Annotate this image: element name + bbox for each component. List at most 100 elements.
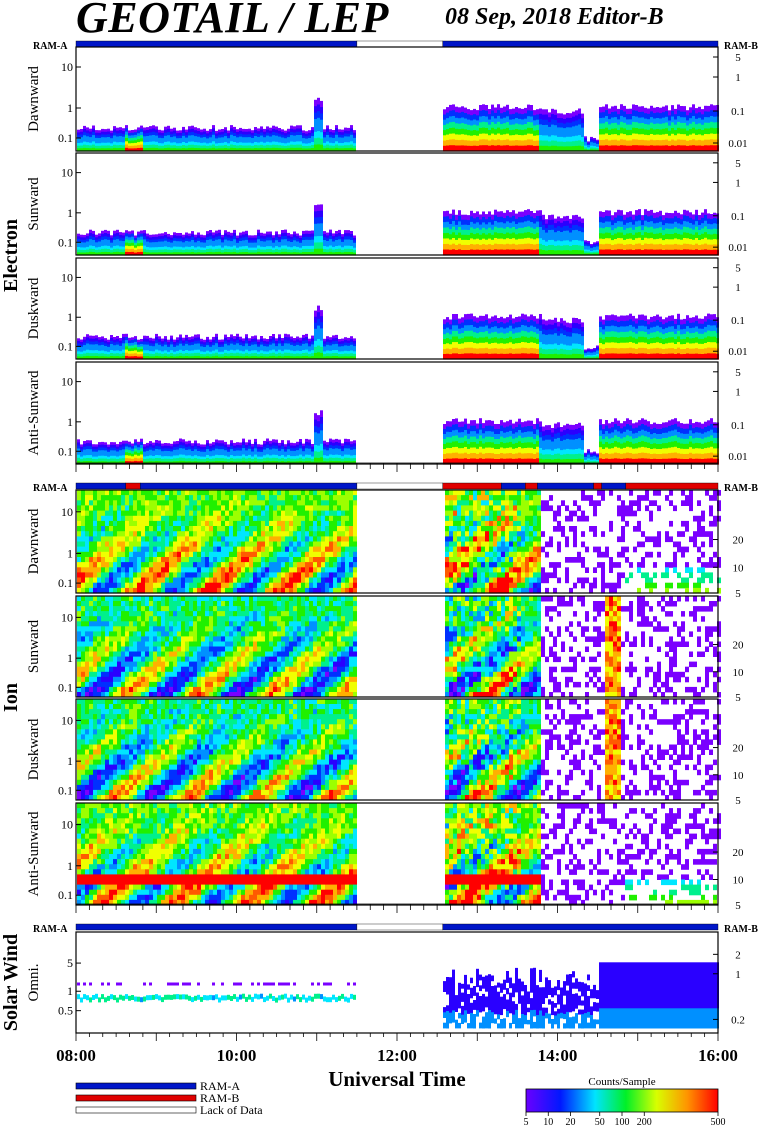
legend-swatch-1 — [75, 1094, 197, 1102]
right-tick-label-electron-anti-sunward-3: 0.01 — [728, 451, 747, 463]
panel-label-electron-sunward: Sunward — [26, 177, 42, 231]
colorbar-label: Counts/Sample — [588, 1076, 655, 1088]
panel-frame-electron-sunward — [75, 152, 719, 256]
panel-label-solar-wind-omni-: Omni. — [26, 964, 42, 1002]
mode-segment-electron-1 — [356, 40, 443, 48]
right-tick-label-solar-wind-omni--2: 0.2 — [731, 1014, 745, 1026]
right-tick-label-ion-anti-sunward-2: 5 — [735, 900, 741, 912]
group-label-solar-wind: Solar Wind — [0, 934, 22, 1031]
mode-label-right-solar-wind: RAM-B — [724, 924, 758, 935]
left-tick-label-solar-wind-omni--2: 0.5 — [58, 1004, 73, 1018]
right-tick-label-electron-duskward-1: 1 — [735, 282, 741, 294]
right-tick-label-electron-sunward-1: 1 — [735, 177, 741, 189]
left-tick-label-electron-dawnward-0: 10 — [61, 60, 73, 74]
legend-swatch-0 — [75, 1082, 197, 1090]
left-tick-label-ion-duskward-2: 0.1 — [58, 783, 73, 797]
mode-label-right-electron: RAM-B — [724, 41, 758, 52]
left-tick-label-ion-dawnward-0: 10 — [61, 505, 73, 519]
right-tick-label-electron-dawnward-0: 5 — [735, 52, 741, 64]
x-tick-label-0: 08:00 — [56, 1046, 96, 1065]
colorbar-tick-label-5: 200 — [637, 1117, 652, 1128]
right-tick-label-electron-duskward-2: 0.1 — [731, 315, 745, 327]
right-tick-label-solar-wind-omni--0: 2 — [735, 949, 741, 961]
x-tick-label-4: 16:00 — [698, 1046, 738, 1065]
colorbar-tick-label-3: 50 — [595, 1117, 605, 1128]
right-tick-label-ion-sunward-0: 20 — [733, 640, 745, 652]
left-tick-label-electron-dawnward-2: 0.1 — [58, 131, 73, 145]
mode-segment-ion-4 — [442, 482, 502, 490]
mode-segment-ion-8 — [593, 482, 602, 490]
chart-title: GEOTAIL / LEP — [76, 0, 389, 42]
left-tick-label-electron-sunward-1: 1 — [67, 206, 73, 220]
mode-segment-ion-9 — [601, 482, 626, 490]
panel-frame-ion-duskward — [75, 698, 719, 801]
mode-label-left-solar-wind: RAM-A — [33, 924, 68, 935]
left-tick-label-electron-sunward-0: 10 — [61, 166, 73, 180]
left-tick-label-electron-duskward-1: 1 — [67, 310, 73, 324]
panel-label-ion-sunward: Sunward — [26, 619, 42, 673]
mode-segment-ion-5 — [501, 482, 526, 490]
right-tick-label-ion-sunward-2: 5 — [735, 692, 741, 704]
colorbar-tick-label-6: 500 — [711, 1117, 726, 1128]
mode-segment-electron-0 — [75, 40, 358, 48]
right-tick-label-electron-sunward-2: 0.1 — [731, 211, 745, 223]
panel-frame-ion-dawnward — [75, 489, 719, 594]
panel-label-electron-dawnward: Dawnward — [26, 66, 42, 132]
right-tick-label-ion-duskward-2: 5 — [735, 795, 741, 807]
right-tick-label-electron-dawnward-3: 0.01 — [728, 138, 747, 150]
left-tick-label-electron-dawnward-1: 1 — [67, 101, 73, 115]
mode-segment-ion-3 — [356, 482, 443, 490]
mode-segment-ion-1 — [125, 482, 141, 490]
mode-segment-ion-7 — [537, 482, 594, 490]
group-label-electron: Electron — [0, 219, 22, 292]
mode-segment-solar-wind-0 — [75, 923, 358, 931]
left-tick-label-ion-duskward-0: 10 — [61, 713, 73, 727]
colorbar-tick-label-4: 100 — [615, 1117, 630, 1128]
mode-segment-solar-wind-2 — [442, 923, 719, 931]
right-tick-label-solar-wind-omni--1: 1 — [735, 969, 741, 981]
mode-segment-electron-2 — [442, 40, 719, 48]
mode-label-left-electron: RAM-A — [33, 41, 68, 52]
right-tick-label-ion-dawnward-1: 10 — [733, 562, 745, 574]
panel-label-electron-anti-sunward: Anti-Sunward — [26, 370, 42, 455]
left-tick-label-ion-anti-sunward-2: 0.1 — [58, 888, 73, 902]
legend-swatch-2 — [75, 1106, 197, 1114]
right-tick-label-electron-sunward-0: 5 — [735, 158, 741, 170]
colorbar — [525, 1088, 719, 1113]
left-tick-label-electron-duskward-0: 10 — [61, 270, 73, 284]
right-tick-label-ion-anti-sunward-0: 20 — [733, 847, 745, 859]
left-tick-label-ion-dawnward-1: 1 — [67, 546, 73, 560]
left-tick-label-electron-anti-sunward-2: 0.1 — [58, 444, 73, 458]
x-tick-label-1: 10:00 — [217, 1046, 257, 1065]
x-tick-label-2: 12:00 — [377, 1046, 417, 1065]
right-tick-label-electron-anti-sunward-2: 0.1 — [731, 420, 745, 432]
panel-label-ion-dawnward: Dawnward — [26, 508, 42, 574]
left-tick-label-ion-anti-sunward-1: 1 — [67, 859, 73, 873]
chart-subtitle: 08 Sep, 2018 Editor-B — [445, 4, 664, 30]
colorbar-tick-label-1: 10 — [543, 1117, 553, 1128]
mode-label-right-ion: RAM-B — [724, 483, 758, 494]
panel-label-electron-duskward: Duskward — [26, 277, 42, 339]
right-tick-label-ion-duskward-0: 20 — [733, 743, 745, 755]
right-tick-label-ion-dawnward-2: 5 — [735, 588, 741, 600]
left-tick-label-solar-wind-omni--0: 5 — [67, 956, 73, 970]
colorbar-tick-label-0: 5 — [524, 1117, 529, 1128]
left-tick-label-ion-sunward-2: 0.1 — [58, 680, 73, 694]
legend-label-2: Lack of Data — [200, 1103, 263, 1117]
group-label-ion: Ion — [0, 683, 22, 712]
right-tick-label-electron-anti-sunward-0: 5 — [735, 367, 741, 379]
left-tick-label-electron-sunward-2: 0.1 — [58, 235, 73, 249]
legend-label-0: RAM-A — [200, 1079, 240, 1093]
mode-label-left-ion: RAM-A — [33, 483, 68, 494]
panel-frame-electron-duskward — [75, 257, 719, 360]
left-tick-label-electron-duskward-2: 0.1 — [58, 339, 73, 353]
right-tick-label-electron-anti-sunward-1: 1 — [735, 386, 741, 398]
panel-label-ion-anti-sunward: Anti-Sunward — [26, 811, 42, 896]
left-tick-label-ion-anti-sunward-0: 10 — [61, 818, 73, 832]
right-tick-label-ion-sunward-1: 10 — [733, 667, 745, 679]
right-tick-label-electron-duskward-0: 5 — [735, 263, 741, 275]
left-tick-label-solar-wind-omni--1: 1 — [67, 984, 73, 998]
right-tick-label-electron-dawnward-1: 1 — [735, 72, 741, 84]
legend-label-1: RAM-B — [200, 1091, 239, 1105]
